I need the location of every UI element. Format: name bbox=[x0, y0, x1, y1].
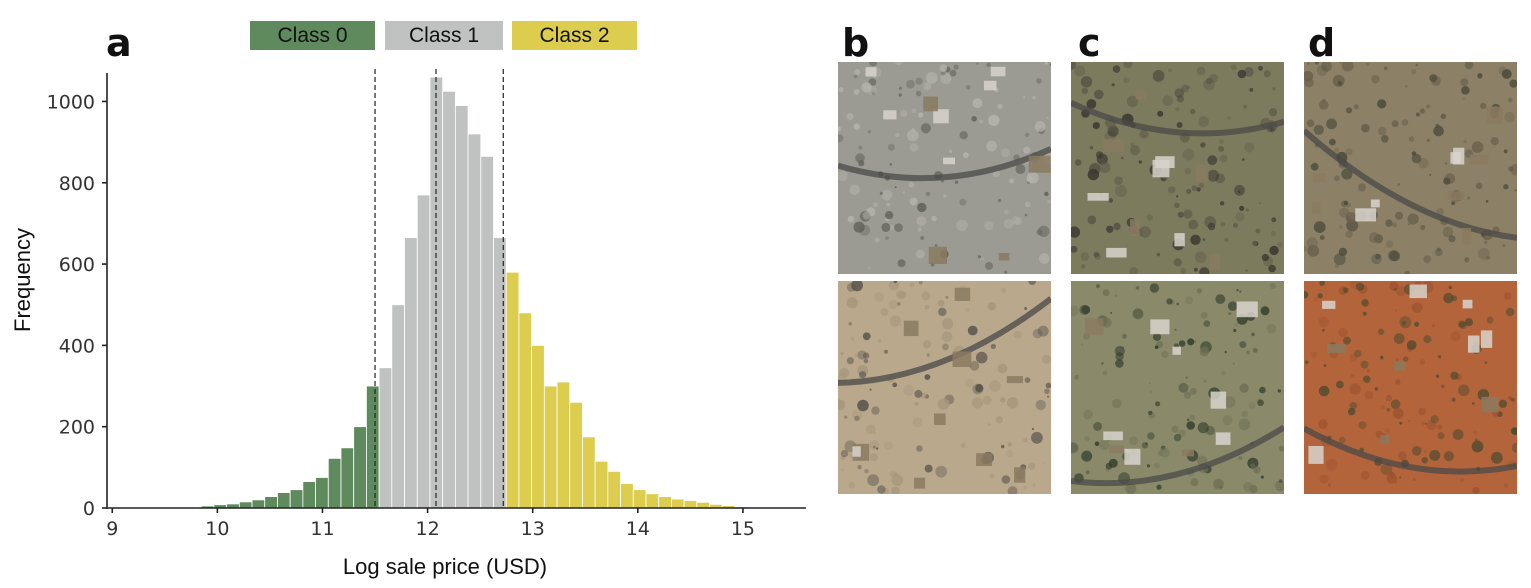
histogram-bar bbox=[238, 501, 253, 509]
legend-class-1-label: Class 1 bbox=[408, 23, 480, 47]
satellite-image-c-bottom bbox=[1071, 281, 1284, 494]
histogram-bar bbox=[531, 344, 545, 509]
legend-class-0-label: Class 0 bbox=[277, 23, 348, 47]
x-tick-label: 12 bbox=[416, 518, 440, 540]
satellite-image-c-top bbox=[1071, 62, 1284, 274]
histogram-bar bbox=[442, 90, 456, 509]
axes bbox=[102, 73, 806, 513]
satellite-texture bbox=[1304, 62, 1517, 274]
histogram-bar bbox=[632, 489, 647, 509]
histogram-bar bbox=[493, 237, 507, 509]
satellite-image-b-top bbox=[838, 62, 1051, 274]
x-tick-label: 15 bbox=[731, 518, 755, 540]
histogram-bar bbox=[467, 133, 482, 509]
histogram-bar bbox=[658, 496, 672, 509]
histogram-bar bbox=[264, 496, 278, 509]
histogram-bar bbox=[518, 312, 533, 509]
y-tick-label: 1000 bbox=[47, 91, 95, 113]
histogram-chart: 9 10 11 12 13 14 15 0 200 400 600 800 1000 Log sale… bbox=[10, 69, 806, 579]
satellite-image-b-bottom bbox=[838, 281, 1051, 494]
histogram-bar bbox=[378, 367, 393, 509]
histogram-bar bbox=[645, 493, 660, 509]
histogram-bar bbox=[277, 492, 291, 509]
histogram-bar bbox=[416, 194, 431, 509]
histogram-bar bbox=[327, 457, 342, 509]
histogram-bar bbox=[696, 501, 710, 509]
histogram-bar bbox=[543, 385, 558, 509]
x-tick-label: 11 bbox=[310, 518, 334, 540]
satellite-texture bbox=[1071, 62, 1284, 274]
y-tick-label: 400 bbox=[59, 335, 95, 357]
satellite-texture bbox=[838, 281, 1051, 494]
x-axis-label: Log sale price (USD) bbox=[343, 554, 547, 579]
histogram-bar bbox=[454, 105, 469, 509]
panel-label-c: c bbox=[1078, 21, 1101, 65]
satellite-image-d-bottom bbox=[1304, 281, 1517, 494]
histogram-bar bbox=[683, 500, 698, 509]
histogram-bar bbox=[671, 498, 685, 509]
histogram-bar bbox=[289, 489, 304, 509]
satellite-texture bbox=[1304, 281, 1517, 494]
class-boundary-lines bbox=[374, 69, 504, 508]
histogram-bar bbox=[340, 447, 355, 509]
histogram-bar bbox=[480, 155, 494, 509]
histogram-bar bbox=[569, 401, 583, 509]
y-tick-label: 0 bbox=[83, 498, 95, 520]
legend-class-2-label: Class 2 bbox=[539, 23, 610, 47]
histogram-bar bbox=[391, 304, 405, 509]
histogram-bar bbox=[353, 426, 367, 509]
panel-label-d: d bbox=[1308, 21, 1336, 65]
panel-label-b: b bbox=[842, 21, 870, 65]
histogram-bar bbox=[594, 460, 609, 509]
histogram-bar bbox=[505, 271, 520, 509]
histogram-bar bbox=[302, 481, 316, 509]
legend-class-1: Class 1 bbox=[385, 21, 503, 50]
histogram-bar bbox=[315, 477, 329, 509]
y-tick-labels: 0 200 400 600 800 1000 bbox=[47, 91, 95, 520]
satellite-image-d-top bbox=[1304, 62, 1517, 274]
histogram-bar bbox=[607, 471, 621, 509]
x-tick-label: 14 bbox=[626, 518, 650, 540]
histogram-bar bbox=[582, 436, 596, 509]
histogram-bars bbox=[124, 76, 799, 509]
histogram-bar bbox=[404, 237, 418, 509]
x-tick-labels: 9 10 11 12 13 14 15 bbox=[106, 518, 755, 540]
x-tick-label: 10 bbox=[205, 518, 229, 540]
histogram-bar bbox=[251, 499, 266, 509]
histogram-bar bbox=[366, 385, 380, 509]
y-axis-label: Frequency bbox=[10, 228, 35, 332]
legend-class-0: Class 0 bbox=[250, 21, 375, 50]
x-tick-label: 13 bbox=[521, 518, 545, 540]
satellite-texture bbox=[1071, 281, 1284, 494]
panel-label-a: a bbox=[106, 21, 132, 65]
histogram-bar bbox=[620, 483, 634, 509]
y-tick-label: 200 bbox=[59, 417, 95, 439]
y-tick-label: 800 bbox=[59, 173, 95, 195]
histogram-bar bbox=[556, 381, 571, 509]
x-tick-label: 9 bbox=[106, 518, 118, 540]
legend-class-2: Class 2 bbox=[512, 21, 637, 50]
satellite-texture bbox=[838, 62, 1051, 274]
y-tick-label: 600 bbox=[59, 254, 95, 276]
